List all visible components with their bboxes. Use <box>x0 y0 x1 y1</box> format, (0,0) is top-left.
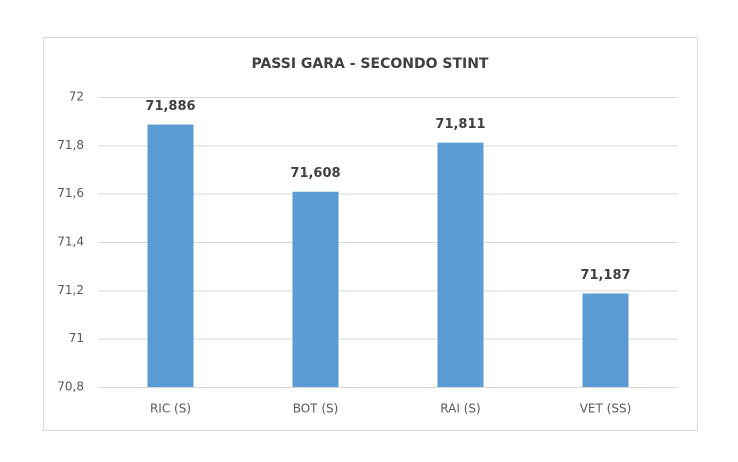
x-tick-label: VET (SS) <box>580 402 632 416</box>
value-label: 71,608 <box>290 166 340 181</box>
y-tick-label: 71,6 <box>57 186 84 200</box>
y-tick-label: 71,4 <box>57 235 84 249</box>
y-tick-label: 70,8 <box>57 380 84 394</box>
bar <box>582 293 629 387</box>
bar <box>437 142 484 387</box>
value-label: 71,187 <box>580 268 630 283</box>
y-tick-label: 71,8 <box>57 138 84 152</box>
value-label: 71,886 <box>145 99 195 114</box>
y-tick-label: 72 <box>69 90 84 104</box>
bar <box>147 124 194 388</box>
x-tick-label: RAI (S) <box>440 402 480 416</box>
value-label: 71,811 <box>435 117 485 132</box>
chart-title: PASSI GARA - SECONDO STINT <box>252 56 489 72</box>
y-tick-label: 71 <box>69 331 84 345</box>
y-tick-label: 71,2 <box>57 283 84 297</box>
bar <box>292 191 339 387</box>
x-tick-label: BOT (S) <box>293 402 339 416</box>
x-tick-label: RIC (S) <box>150 402 191 416</box>
